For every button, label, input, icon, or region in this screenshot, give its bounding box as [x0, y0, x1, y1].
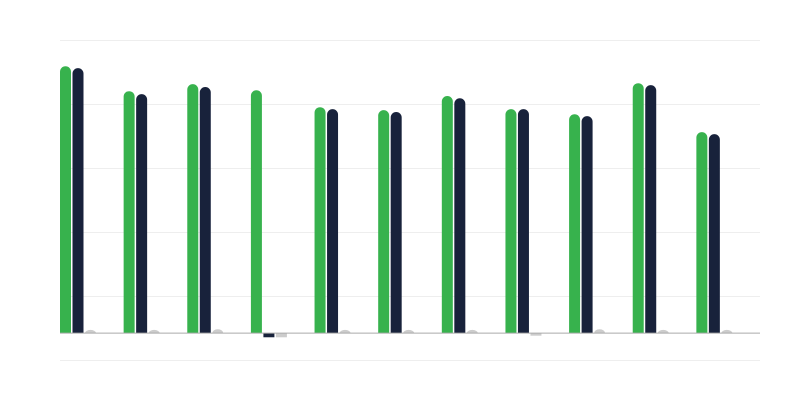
bar-series-1-9 [569, 114, 581, 334]
bar-series-2-10 [645, 85, 657, 334]
bar-series-3-4 [275, 333, 287, 338]
bar-series-2-8 [517, 109, 529, 334]
bar-series-3-9 [594, 329, 606, 334]
bar-series-1-8 [505, 109, 517, 334]
bar-series-2-9 [581, 116, 593, 334]
bar-series-2-5 [327, 109, 339, 334]
bar-series-3-10 [657, 329, 669, 334]
bar-series-3-11 [721, 329, 733, 334]
bar-series-1-7 [441, 96, 453, 334]
bar-series-3-1 [85, 329, 96, 334]
bar-series-3-5 [339, 329, 351, 334]
bar-series-3-2 [148, 329, 160, 334]
bar-series-2-2 [136, 94, 148, 334]
bar-series-3-3 [212, 329, 224, 334]
bar-series-2-1 [72, 68, 84, 334]
bar-series-1-3 [187, 84, 199, 334]
bar-series-3-6 [403, 329, 415, 334]
bar-series-1-2 [123, 91, 135, 334]
bar-series-1-11 [696, 132, 708, 334]
bar-series-3-7 [466, 329, 478, 334]
bar-series-2-7 [454, 98, 466, 334]
bar-series-1-4 [250, 90, 262, 334]
bar-series-1-1 [60, 66, 71, 334]
bar-series-2-11 [708, 134, 720, 334]
bar-series-2-3 [199, 87, 211, 334]
bar-series-1-6 [378, 110, 390, 334]
bar-series-2-4 [263, 333, 275, 338]
bar-series-1-10 [632, 83, 644, 334]
bar-series-1-5 [314, 107, 326, 334]
bar-series-2-6 [390, 112, 402, 334]
bar-series-3-8 [530, 333, 542, 336]
